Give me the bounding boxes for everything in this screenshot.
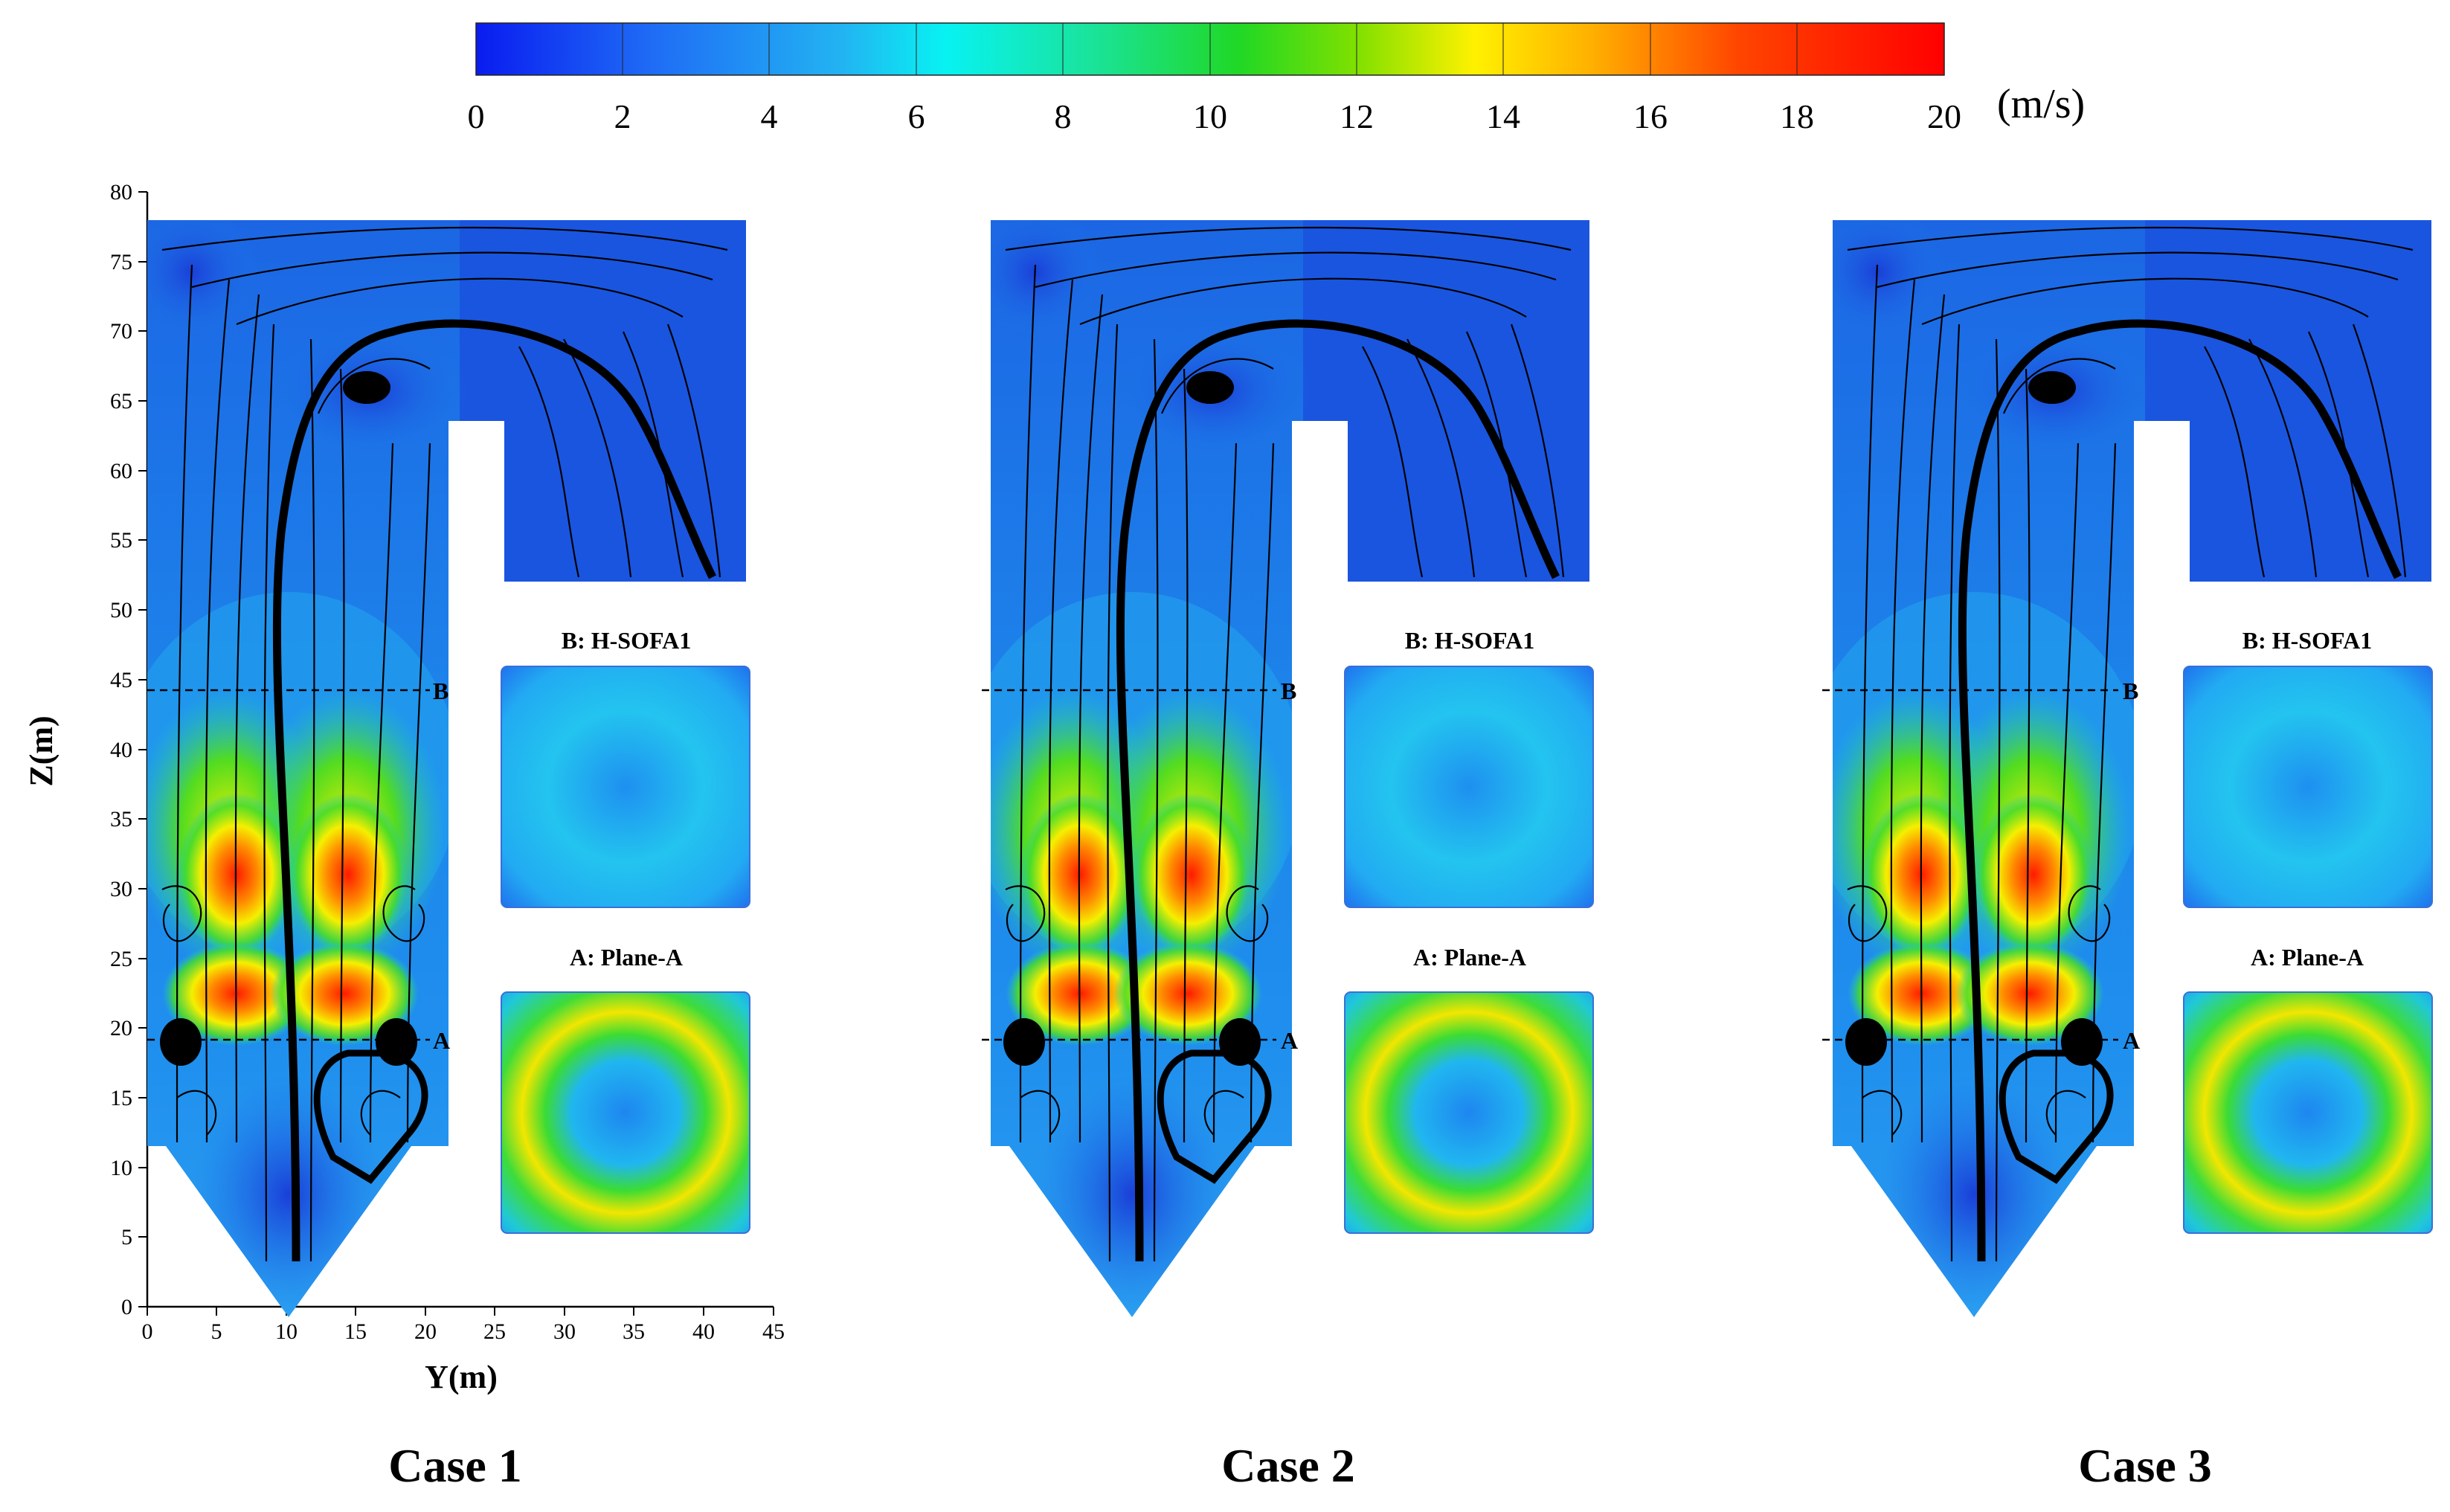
colorbar-tick: 6 xyxy=(908,97,925,135)
colorbar-tick: 10 xyxy=(1193,97,1227,135)
colorbar-dividers xyxy=(622,23,1798,75)
x-tick: 45 xyxy=(762,1319,785,1344)
colorbar-tick: 0 xyxy=(468,97,485,135)
x-tick: 15 xyxy=(344,1319,367,1344)
y-tick: 60 xyxy=(110,459,132,483)
case-1-plane-a-map xyxy=(501,991,750,1234)
case-3-plane-a-title: A: Plane-A xyxy=(2251,944,2364,971)
x-axis-label: Y(m) xyxy=(425,1359,498,1395)
case-2-plane-b-map xyxy=(1344,666,1594,908)
case-2-line-a-label: A xyxy=(1281,1027,1298,1054)
x-tick: 30 xyxy=(553,1319,576,1344)
case-2-label: Case 2 xyxy=(1221,1439,1355,1492)
case-3-panel: B A B: H-SOFA1 A: Plane-A Case 3 xyxy=(1803,205,2432,1492)
case-2-plane-a-map xyxy=(1344,991,1594,1234)
y-tick: 20 xyxy=(110,1016,132,1040)
case-2-plane-a-title: A: Plane-A xyxy=(1413,944,1526,971)
case-3-line-a-label: A xyxy=(2123,1027,2140,1054)
colorbar-ticks: 0 2 4 6 8 10 12 14 16 18 20 xyxy=(468,97,1962,135)
colorbar-tick: 14 xyxy=(1486,97,1520,135)
colorbar-tick: 16 xyxy=(1633,97,1668,135)
x-axis-tick-marks xyxy=(147,1307,774,1316)
case-3-plane-b-title: B: H-SOFA1 xyxy=(2242,627,2373,654)
colorbar-tick: 8 xyxy=(1055,97,1072,135)
y-axis-tick-marks xyxy=(138,191,147,1307)
case-2-line-b-label: B xyxy=(1281,678,1296,704)
colorbar-tick: 20 xyxy=(1927,97,1961,135)
y-axis-label: Z(m) xyxy=(23,715,60,786)
case-1-panel: B A B: H-SOFA1 A: Plane-A Case 1 xyxy=(118,205,750,1492)
case-1-plane-a-title: A: Plane-A xyxy=(570,944,683,971)
y-tick: 40 xyxy=(110,738,132,762)
y-tick: 45 xyxy=(110,668,132,692)
y-tick: 30 xyxy=(110,877,132,901)
colorbar: 0 2 4 6 8 10 12 14 16 18 20 (m/s) xyxy=(468,22,2085,135)
case-3-plane-b-map xyxy=(2183,666,2433,908)
x-tick: 5 xyxy=(211,1319,222,1344)
case-1-plane-b-map xyxy=(501,666,750,908)
case-2-panel: B A B: H-SOFA1 A: Plane-A Case 2 xyxy=(961,205,1594,1492)
colorbar-tick: 18 xyxy=(1780,97,1814,135)
y-tick: 80 xyxy=(110,180,132,205)
x-tick: 0 xyxy=(142,1319,153,1344)
y-tick: 35 xyxy=(110,807,132,831)
case-3-label: Case 3 xyxy=(2078,1439,2212,1492)
case-1-label: Case 1 xyxy=(388,1439,522,1492)
y-tick: 5 xyxy=(121,1225,132,1249)
y-tick: 10 xyxy=(110,1156,132,1180)
case-1-plane-b-title: B: H-SOFA1 xyxy=(562,627,692,654)
y-tick: 0 xyxy=(121,1295,132,1319)
colorbar-tick: 12 xyxy=(1340,97,1374,135)
y-tick: 55 xyxy=(110,528,132,553)
y-tick: 65 xyxy=(110,389,132,414)
colorbar-tick: 4 xyxy=(761,97,778,135)
case-2-plane-b-title: B: H-SOFA1 xyxy=(1405,627,1535,654)
y-tick: 25 xyxy=(110,947,132,971)
case-1-line-a-label: A xyxy=(433,1027,450,1054)
x-tick: 35 xyxy=(623,1319,645,1344)
case-3-plane-a-map xyxy=(2183,991,2433,1234)
x-tick: 25 xyxy=(483,1319,506,1344)
x-tick: 40 xyxy=(692,1319,715,1344)
y-tick: 75 xyxy=(110,250,132,274)
y-tick: 70 xyxy=(110,319,132,344)
colorbar-tick: 2 xyxy=(614,97,631,135)
y-axis-ticks: 0 5 10 15 20 25 30 35 40 45 50 55 60 65 … xyxy=(110,180,132,1319)
colorbar-unit: (m/s) xyxy=(1997,81,2085,127)
y-tick: 15 xyxy=(110,1086,132,1110)
x-axis-ticks: 0 5 10 15 20 25 30 35 40 45 xyxy=(142,1319,785,1344)
x-tick: 20 xyxy=(414,1319,437,1344)
case-3-line-b-label: B xyxy=(2123,678,2138,704)
y-tick: 50 xyxy=(110,598,132,623)
x-tick: 10 xyxy=(275,1319,298,1344)
case-1-line-b-label: B xyxy=(433,678,448,704)
